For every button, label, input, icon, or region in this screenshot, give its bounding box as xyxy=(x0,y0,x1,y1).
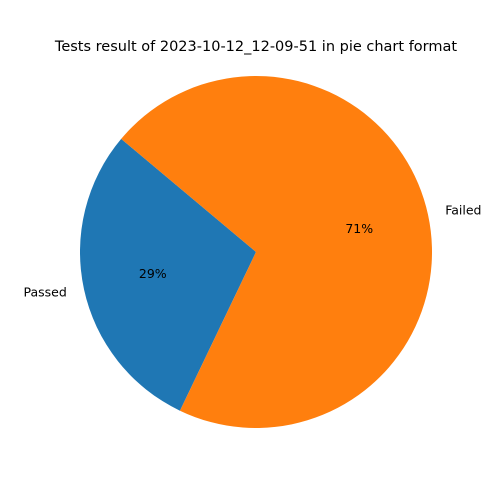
slice-label-failed: Failed xyxy=(445,203,481,218)
slice-percent-failed: 71% xyxy=(345,221,373,236)
chart-title: Tests result of 2023-10-12_12-09-51 in p… xyxy=(54,39,457,55)
pie-labels: Passed 29% Failed 71% xyxy=(23,203,481,300)
slice-label-passed: Passed xyxy=(23,284,66,299)
slice-percent-passed: 29% xyxy=(139,266,167,281)
pie-slice-passed xyxy=(80,138,256,411)
pie-slices xyxy=(80,76,433,429)
pie-slice-failed xyxy=(121,76,433,429)
